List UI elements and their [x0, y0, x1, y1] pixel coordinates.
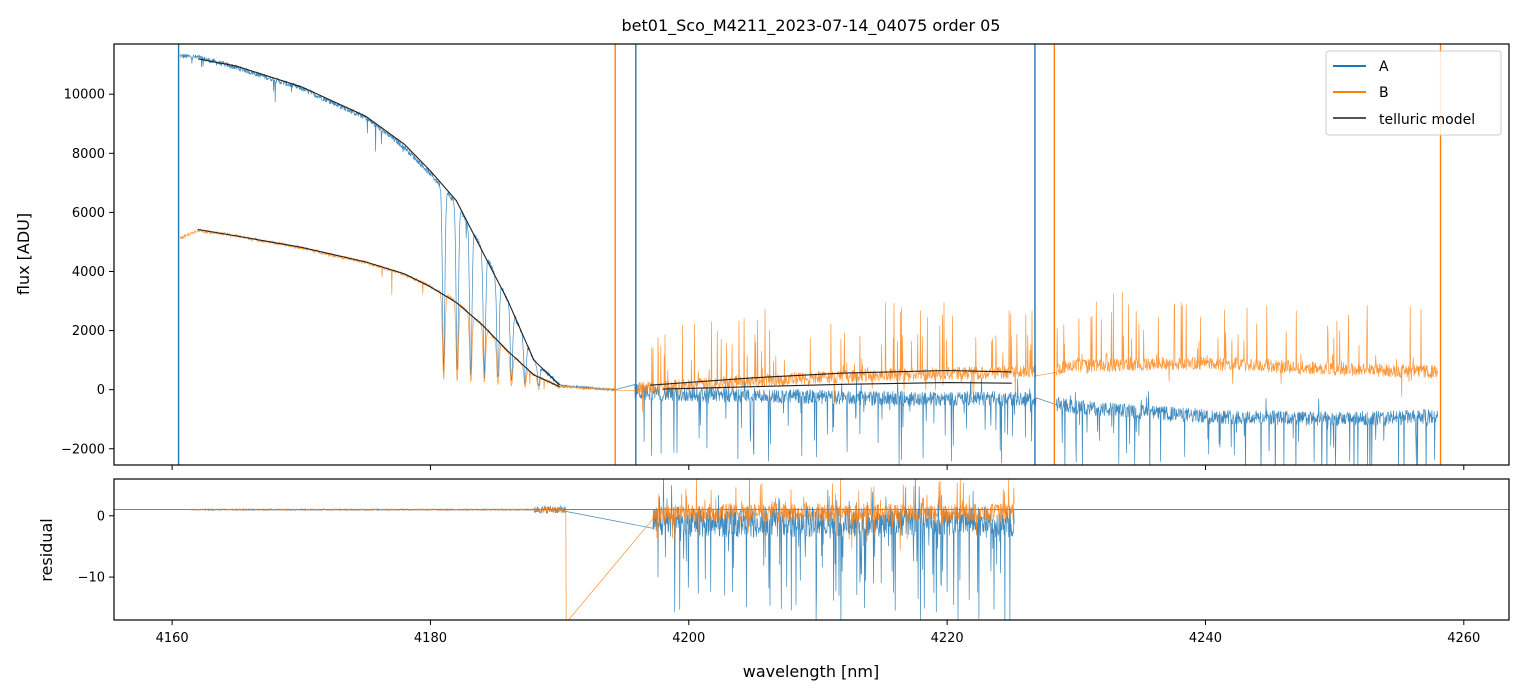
legend-box — [1325, 50, 1502, 136]
y-tick-label: 0 — [97, 383, 105, 398]
telluric-model-line — [662, 382, 1012, 390]
residual-plot-area — [114, 479, 1509, 620]
x-tick-label: 4180 — [414, 631, 447, 646]
x-tick-label: 4200 — [672, 631, 705, 646]
telluric-model-line — [197, 228, 560, 388]
main-y-axis-label: flux [ADU] — [14, 213, 33, 295]
x-tick-label: 4220 — [931, 631, 964, 646]
y-tick-label: 8000 — [72, 147, 105, 162]
legend-label-a: A — [1379, 59, 1389, 75]
series-line-a — [179, 53, 1439, 465]
main-y-axis: −2000 0 2000 4000 6000 8000 10000 — [61, 88, 114, 457]
y-tick-label: −10 — [78, 571, 105, 586]
y-tick-label: 10000 — [64, 88, 105, 103]
x-axis-label: wavelength [nm] — [743, 662, 880, 681]
residual-y-axis-label: residual — [37, 518, 56, 581]
residual-panel: −10 0 4160 4180 4200 4220 4240 4260 residual w… — [37, 478, 1510, 681]
y-tick-label: −2000 — [61, 442, 105, 457]
y-tick-label: 6000 — [72, 206, 105, 221]
legend-label-telluric-model: telluric model — [1379, 112, 1475, 128]
legend-label-b: B — [1379, 85, 1389, 101]
telluric-model-line — [197, 58, 560, 386]
telluric-model-line — [649, 369, 1012, 386]
legend: A B telluric model — [1325, 50, 1502, 136]
chart-title: bet01_Sco_M4211_2023-07-14_04075 order 0… — [622, 16, 1001, 36]
main-axes-frame — [113, 43, 1510, 466]
residual-axes-frame — [113, 478, 1510, 621]
x-tick-label: 4160 — [156, 631, 189, 646]
y-tick-label: 4000 — [72, 265, 105, 280]
residual-line-b — [191, 479, 1015, 620]
main-panel: −2000 0 2000 4000 6000 8000 10000 flux [ADU] A… — [14, 43, 1510, 470]
x-tick-label: 4260 — [1447, 631, 1480, 646]
x-tick-label: 4240 — [1189, 631, 1222, 646]
main-x-axis — [171, 465, 1465, 470]
y-tick-label: 0 — [97, 509, 105, 524]
y-tick-label: 2000 — [72, 324, 105, 339]
residual-x-axis: 4160 4180 4200 4220 4240 4260 — [156, 620, 1480, 646]
residual-y-axis: −10 0 — [78, 509, 114, 586]
